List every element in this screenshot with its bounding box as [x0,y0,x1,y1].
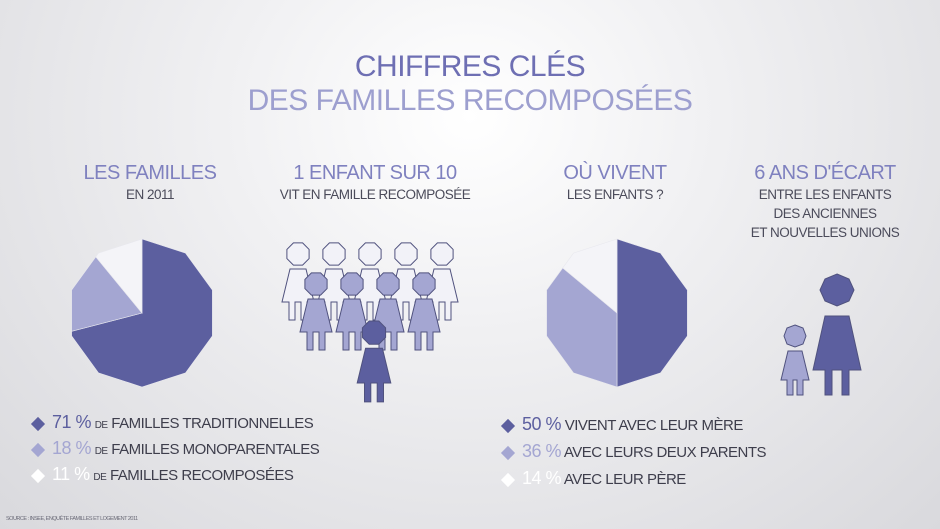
ecart-heading: 6 ANS D'ÉCART [754,162,896,184]
legend-pct: 14 % [522,468,562,488]
ecart-sub1: ENTRE LES ENFANTS [758,187,892,202]
legend-label: AVEC LEURS DEUX PARENTS [563,444,767,461]
child-figure-highlighted-icon [356,320,392,403]
child-figure-icon [407,272,441,351]
ecart-sub3: ET NOUVELLES UNIONS [750,225,900,240]
source-note: SOURCE : INSEE, ENQUÊTE FAMILLES ET LOGE… [6,516,138,522]
pictogram-children [281,242,459,403]
diamond-icon [30,468,46,483]
familles-slice-3 [95,238,143,314]
legend-familles: 71 % DE FAMILLES TRADITIONNELLES 18 % DE… [30,412,320,490]
enfant-sub: VIT EN FAMILLE RECOMPOSÉE [279,187,471,202]
legend-label: VIVENT AVEC LEUR MÈRE [564,417,744,434]
legend-item: 36 % AVEC LEURS DEUX PARENTS [500,441,767,468]
child-figure-icon [335,272,369,351]
legend-pct: 11 % [52,464,90,484]
legend-label: FAMILLES TRADITIONNELLES [111,415,314,432]
vivent-heading: OÙ VIVENT [563,162,667,184]
diamond-icon [500,472,516,487]
vivent-sub: LES ENFANTS ? [566,187,664,202]
section-vivent-header: OÙ VIVENT LES ENFANTS ? [510,162,720,204]
legend-pct: 36 % [522,441,562,461]
adult-figure-icon [812,273,862,396]
familles-sub: EN 2011 [125,187,175,202]
child-figure-icon [780,324,810,396]
ecart-sub2: DES ANCIENNES [773,206,877,221]
legend-item: 50 % VIVENT AVEC LEUR MÈRE [500,414,766,441]
legend-vivent: 50 % VIVENT AVEC LEUR MÈRE 36 % AVEC LEU… [500,414,767,495]
legend-item: 18 % DE FAMILLES MONOPARENTALES [30,438,320,464]
legend-prefix: DE [94,446,108,457]
diamond-icon [500,418,516,433]
child-figure-icon [281,242,315,321]
legend-prefix: DE [93,472,107,483]
diamond-icon [500,445,516,460]
legend-item: 11 % DE FAMILLES RECOMPOSÉES [30,464,319,490]
pie-chart-vivent [546,238,688,388]
section-enfant-header: 1 ENFANT SUR 10 VIT EN FAMILLE RECOMPOSÉ… [255,162,495,204]
legend-item: 14 % AVEC LEUR PÈRE [500,468,766,495]
legend-label: AVEC LEUR PÈRE [563,471,686,488]
diamond-icon [30,442,46,457]
vivent-slice-1 [616,238,688,388]
section-familles-header: LES FAMILLES EN 2011 [40,162,260,204]
title-line1: CHIFFRES CLÉS [354,50,586,83]
legend-prefix: DE [94,420,108,431]
legend-pct: 18 % [52,438,92,458]
child-figure-icon [299,272,333,351]
pie-chart-familles [71,238,213,388]
legend-pct: 71 % [52,412,92,432]
legend-item: 71 % DE FAMILLES TRADITIONNELLES [30,412,319,438]
section-ecart-header: 6 ANS D'ÉCART ENTRE LES ENFANTS DES ANCI… [720,162,930,242]
enfant-heading: 1 ENFANT SUR 10 [293,162,457,184]
legend-label: FAMILLES MONOPARENTALES [111,441,320,458]
vivent-slice-3 [562,238,618,314]
title-line2: DES FAMILLES RECOMPOSÉES [247,84,693,117]
legend-pct: 50 % [522,414,562,434]
familles-heading: LES FAMILLES [83,162,217,184]
diamond-icon [30,416,46,431]
pictogram-age-gap [780,273,862,396]
legend-label: FAMILLES RECOMPOSÉES [109,467,294,484]
